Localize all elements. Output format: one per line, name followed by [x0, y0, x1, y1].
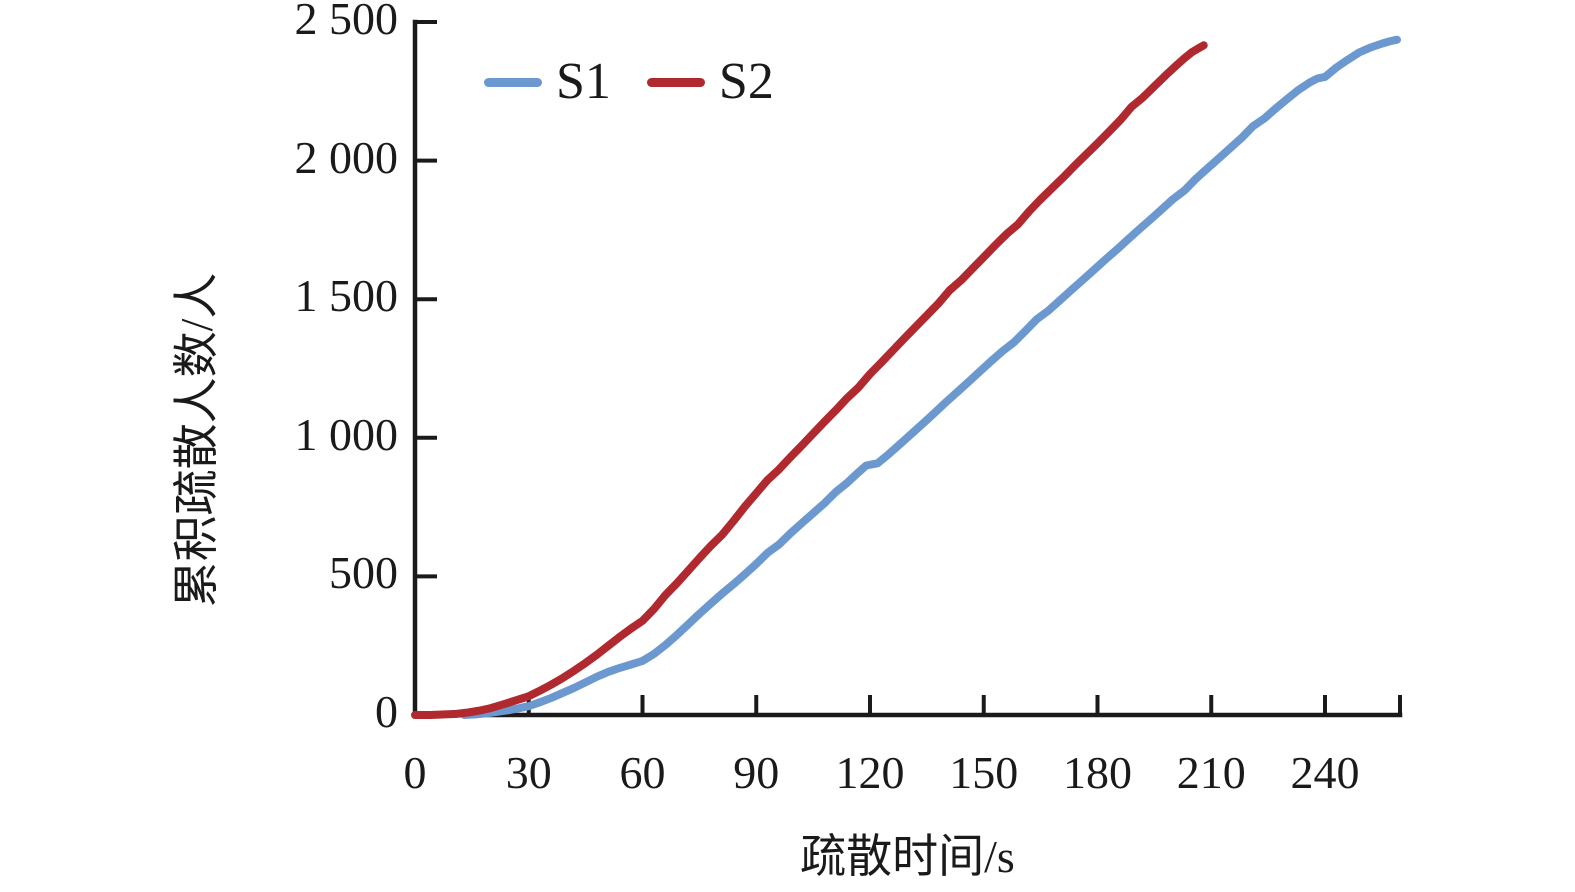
x-axis-title: 疏散时间/s: [800, 831, 1015, 882]
x-tick-label-240: 240: [1290, 747, 1360, 798]
y-tick-label-2000: 2 000: [294, 131, 399, 183]
x-tick-label-30: 30: [505, 747, 552, 798]
x-tick-label-120: 120: [835, 747, 905, 798]
chart-legend: S1 S2: [484, 56, 774, 108]
y-tick-label-1000: 1 000: [294, 408, 399, 460]
x-tick-label-180: 180: [1063, 747, 1132, 798]
y-axis-title: 累积疏散人数/人: [171, 272, 222, 608]
y-tick-label-0: 0: [375, 686, 398, 737]
legend-label-s2: S2: [718, 53, 774, 110]
y-tick-label-2500: 2 500: [294, 0, 399, 44]
s1-line-swatch-icon: [484, 77, 542, 87]
legend-item-s2: S2: [646, 53, 774, 110]
x-tick-label-60: 60: [619, 747, 666, 798]
y-tick-label-500: 500: [329, 547, 398, 599]
series-line-s2: [411, 41, 1208, 719]
s2-line-swatch-icon: [646, 77, 705, 87]
legend-item-s1: S1: [484, 56, 611, 108]
y-tick-label-1500: 1 500: [294, 270, 399, 322]
x-tick-label-0: 0: [403, 747, 427, 798]
x-tick-label-90: 90: [733, 747, 780, 798]
series-line-s1: [460, 35, 1401, 719]
x-tick-label-150: 150: [949, 747, 1019, 798]
legend-label-s1: S1: [556, 53, 611, 110]
x-tick-label-210: 210: [1176, 747, 1246, 798]
